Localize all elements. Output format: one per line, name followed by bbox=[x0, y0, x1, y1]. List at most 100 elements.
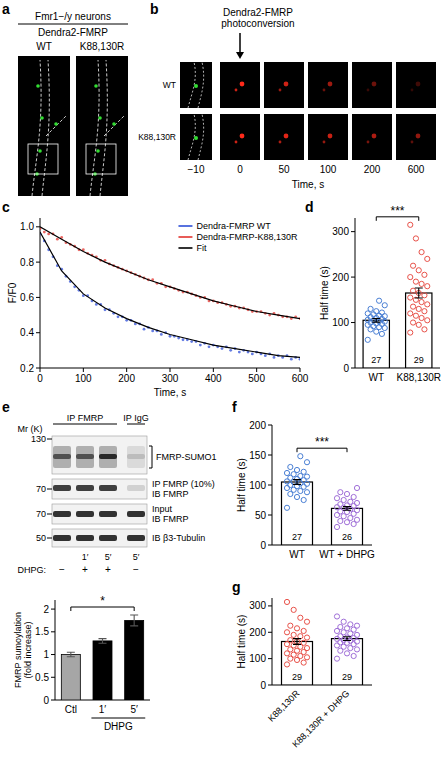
arrow-head bbox=[236, 52, 244, 59]
point bbox=[334, 614, 339, 619]
point bbox=[338, 490, 343, 495]
x-tick-label: 5′ bbox=[130, 704, 138, 715]
column-label: K88,130R bbox=[80, 41, 124, 52]
y-tick bbox=[351, 322, 355, 323]
point bbox=[291, 632, 296, 637]
y-tick bbox=[51, 654, 55, 655]
point bbox=[419, 299, 424, 304]
band bbox=[99, 511, 117, 517]
y-tick-label: 0.5 bbox=[35, 672, 49, 683]
point bbox=[284, 485, 289, 490]
photoconverted-spot bbox=[328, 134, 333, 139]
point bbox=[298, 634, 303, 639]
dendrite-outline bbox=[188, 114, 195, 160]
point bbox=[379, 331, 384, 336]
error-bar bbox=[293, 639, 301, 645]
granule bbox=[96, 149, 100, 153]
treatment-sign: − bbox=[59, 564, 65, 575]
error-bar bbox=[415, 288, 423, 298]
time-label: 200 bbox=[364, 164, 381, 175]
band bbox=[127, 511, 145, 517]
blot bbox=[52, 436, 147, 474]
point bbox=[304, 460, 309, 465]
band bbox=[99, 485, 117, 491]
band bbox=[127, 446, 145, 468]
y-axis-title: F/F0 bbox=[7, 282, 18, 303]
y-tick-label: 100 bbox=[249, 480, 266, 491]
x-tick bbox=[40, 368, 41, 372]
micrograph bbox=[396, 62, 436, 108]
y-tick bbox=[268, 515, 272, 516]
panel-letter: c bbox=[2, 199, 10, 215]
point bbox=[284, 630, 289, 635]
point bbox=[182, 338, 185, 341]
error-bar bbox=[293, 480, 301, 485]
panel-letter: e bbox=[2, 399, 10, 415]
point bbox=[273, 356, 276, 359]
point bbox=[344, 651, 349, 656]
blot bbox=[52, 504, 147, 524]
blot-label: IP FMRP (10%) bbox=[152, 479, 215, 489]
x-tick-label: 300 bbox=[162, 373, 179, 384]
y-tick bbox=[351, 368, 355, 369]
error-bar bbox=[99, 639, 107, 644]
point bbox=[160, 333, 163, 336]
dendrite-outline bbox=[104, 116, 124, 136]
legend: Dendra-FMRP WTDendra-FMRP-K88,130RFit bbox=[178, 221, 298, 253]
photoconverted-spot bbox=[240, 82, 245, 87]
point bbox=[413, 279, 418, 284]
band bbox=[99, 454, 117, 459]
y-tick-label: 1 bbox=[43, 649, 49, 660]
point bbox=[408, 222, 413, 227]
point bbox=[425, 284, 430, 289]
lane-group-label: IP FMRP bbox=[67, 413, 103, 423]
point bbox=[301, 628, 306, 633]
y-axis-title: Half time (s) bbox=[236, 458, 247, 512]
photoconverted-spot bbox=[411, 141, 414, 144]
y-tick-label: 200 bbox=[332, 272, 349, 283]
point bbox=[341, 619, 346, 624]
time-label: −10 bbox=[188, 164, 205, 175]
point bbox=[301, 640, 306, 645]
fit-line bbox=[40, 227, 300, 319]
point bbox=[238, 351, 241, 354]
y-tick bbox=[36, 226, 40, 227]
x-tick bbox=[213, 368, 214, 372]
point bbox=[376, 324, 381, 329]
point bbox=[410, 304, 415, 309]
figure: aFmr1−/y neuronsDendra2-FMRPWTK88,130RbD… bbox=[0, 0, 447, 757]
band bbox=[53, 511, 71, 517]
micrograph bbox=[264, 114, 304, 160]
marker-label: 70 bbox=[36, 509, 46, 519]
x-tick-label: 200 bbox=[118, 373, 135, 384]
point bbox=[382, 303, 387, 308]
lane-group-label: IP IgG bbox=[123, 413, 148, 423]
annotation: Dendra2-FMRPphotoconversion bbox=[221, 7, 294, 29]
bar bbox=[125, 620, 144, 700]
photoconverted-spot bbox=[367, 141, 370, 144]
point bbox=[410, 263, 415, 268]
arrow bbox=[239, 33, 241, 53]
point bbox=[117, 315, 120, 318]
point bbox=[334, 643, 339, 648]
point bbox=[410, 288, 415, 293]
point bbox=[382, 314, 387, 319]
micrograph bbox=[308, 62, 348, 108]
y-tick-label: 0 bbox=[43, 695, 49, 706]
granule bbox=[38, 149, 42, 153]
legend-swatch bbox=[178, 236, 192, 238]
n-label: 27 bbox=[371, 355, 381, 365]
point bbox=[408, 274, 413, 279]
micrograph bbox=[264, 62, 304, 108]
marker-tick bbox=[47, 489, 52, 490]
y-tick bbox=[51, 677, 55, 678]
blot-label: IB FMRP bbox=[152, 489, 189, 499]
granule bbox=[194, 84, 198, 88]
marker-label: 130 bbox=[31, 434, 46, 444]
legend-swatch bbox=[178, 247, 192, 249]
granule bbox=[112, 122, 116, 126]
micrograph bbox=[180, 62, 212, 108]
point bbox=[301, 469, 306, 474]
row-label: WT bbox=[163, 80, 176, 90]
bar bbox=[332, 639, 363, 685]
